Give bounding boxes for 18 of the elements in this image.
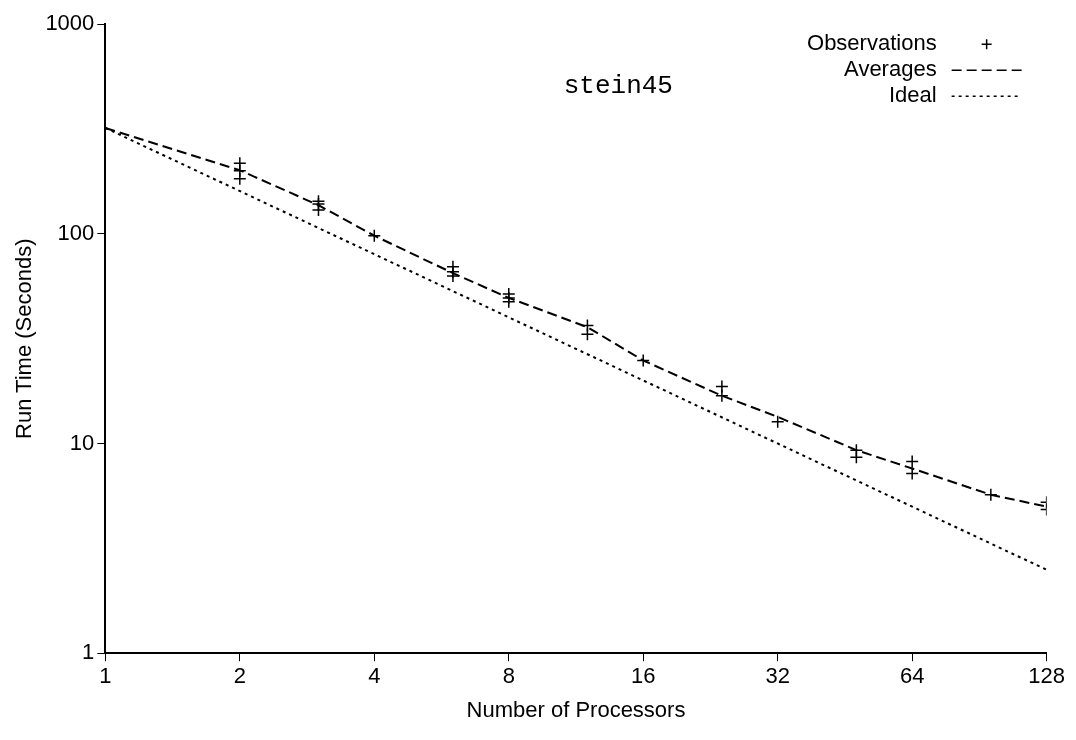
x-axis-title: Number of Processors [466,696,686,722]
y-axis-title: Run Time (Seconds) [11,238,37,439]
x-tick-label: 16 [630,663,656,689]
legend-label: Observations [807,30,937,56]
x-tick-label: 1 [99,663,112,689]
legend-label: Averages [844,56,937,82]
x-tick-label: 2 [233,663,246,689]
x-tick-label: 32 [765,663,790,689]
x-tick-label: 8 [502,663,515,689]
x-tick-label: 4 [368,663,381,689]
legend-label: Ideal [888,82,937,108]
x-tick-label: 128 [1028,663,1066,689]
y-tick-label: 100 [57,219,95,245]
text: stein45 [563,71,673,102]
x-tick-label: 64 [899,663,925,689]
y-tick-label: 1 [82,639,95,665]
y-tick-label: 10 [69,429,95,455]
y-tick-label: 1000 [45,10,95,36]
